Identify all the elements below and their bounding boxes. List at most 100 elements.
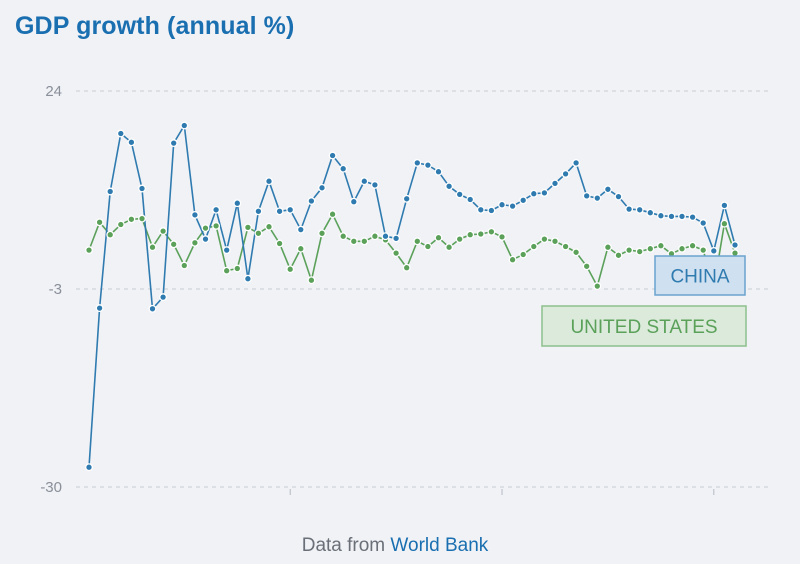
data-point [476, 230, 485, 238]
data-point [699, 246, 708, 255]
data-point [180, 261, 189, 270]
data-point [656, 241, 665, 250]
data-point [445, 243, 454, 252]
data-point [487, 206, 496, 215]
x-axis-ticks [289, 489, 715, 495]
data-point [212, 205, 221, 214]
data-point [402, 263, 411, 272]
source-credit: Data from World Bank [0, 535, 790, 557]
data-point [508, 202, 517, 211]
series-label-box [654, 255, 746, 296]
data-point [625, 246, 634, 255]
y-tick-label: -3 [49, 281, 62, 298]
data-point [392, 249, 401, 258]
data-point [243, 274, 252, 283]
data-point [95, 218, 104, 227]
data-point [709, 246, 718, 255]
data-point [603, 185, 612, 194]
series-label: UNITED STATES [570, 317, 717, 338]
data-point [370, 180, 379, 189]
data-point [720, 201, 729, 210]
data-point [466, 230, 475, 239]
data-point [529, 242, 538, 251]
data-point [116, 220, 125, 229]
data-point [413, 158, 422, 167]
data-point [572, 158, 581, 167]
data-point [201, 235, 210, 244]
data-point [275, 239, 284, 248]
data-point [551, 237, 559, 246]
data-point [116, 129, 125, 138]
data-point [106, 187, 115, 196]
data-point [222, 266, 231, 275]
data-point [339, 164, 348, 173]
data-point [603, 243, 612, 252]
data-point [243, 223, 252, 232]
data-point [328, 210, 337, 219]
data-point [159, 293, 168, 302]
data-point [254, 207, 263, 216]
y-tick-label: 24 [45, 83, 62, 100]
series-lines [88, 123, 736, 468]
data-point [423, 242, 432, 251]
data-point [307, 276, 316, 285]
data-point [593, 282, 602, 291]
data-point [445, 182, 454, 191]
data-point [85, 463, 93, 472]
data-point [688, 213, 697, 222]
data-point [212, 221, 221, 230]
data-point [625, 205, 634, 214]
data-point [688, 241, 697, 250]
data-point [656, 211, 665, 220]
data-point [392, 234, 401, 243]
data-point [413, 237, 422, 246]
data-point [381, 232, 390, 241]
series-line [88, 123, 736, 468]
data-point [529, 189, 538, 198]
data-point [286, 265, 295, 274]
data-point [540, 188, 549, 197]
data-point [614, 192, 623, 201]
data-point [519, 250, 528, 259]
data-point [635, 205, 644, 214]
data-point [678, 212, 686, 221]
data-point [318, 229, 326, 238]
data-point [455, 235, 464, 244]
data-point [222, 246, 231, 255]
data-point [180, 121, 189, 130]
data-point [614, 251, 623, 260]
data-point [646, 244, 655, 253]
series-labels: CHINA UNITED STATES [541, 255, 747, 347]
data-point [190, 238, 199, 247]
data-point [286, 205, 295, 214]
data-point [582, 262, 591, 271]
data-point [339, 232, 348, 241]
data-point [434, 167, 443, 176]
data-point [434, 233, 443, 242]
data-point [265, 222, 273, 231]
data-point [402, 194, 411, 203]
data-point [169, 139, 178, 148]
data-point [307, 197, 316, 205]
data-point [233, 264, 242, 273]
data-point [138, 214, 146, 223]
y-tick-label: -30 [40, 479, 62, 496]
data-point [476, 205, 485, 214]
data-point [646, 208, 655, 217]
data-point [540, 235, 549, 244]
data-point [519, 196, 528, 205]
world-bank-link[interactable]: World Bank [390, 535, 489, 556]
data-point [95, 304, 104, 313]
data-point [508, 255, 517, 264]
data-point [265, 177, 273, 186]
series-label: CHINA [670, 267, 729, 288]
data-point [423, 161, 432, 170]
data-point [360, 177, 369, 186]
data-point [106, 230, 115, 239]
data-point [498, 200, 506, 209]
series-label-box [541, 305, 747, 347]
data-point [275, 207, 284, 216]
data-point [318, 183, 326, 192]
data-point [561, 242, 570, 251]
data-point [328, 151, 337, 160]
